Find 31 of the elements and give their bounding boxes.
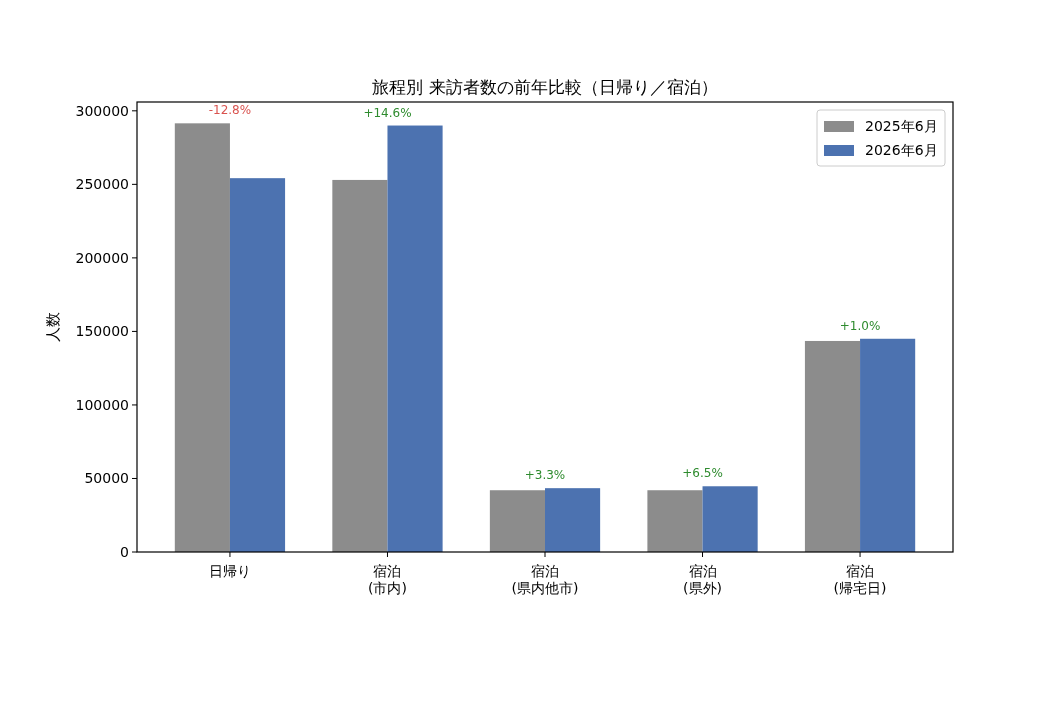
x-tick-label: 宿泊 (帰宅日) <box>833 563 887 596</box>
y-tick-label: 300000 <box>75 102 129 119</box>
annotation: -12.8% <box>208 103 252 118</box>
y-tick-label: 100000 <box>75 396 129 413</box>
bar <box>860 338 916 552</box>
x-tick-label: 宿泊 (市内) <box>368 563 407 596</box>
x-tick-label: 日帰り <box>208 563 251 579</box>
annotation: +14.6% <box>363 105 412 120</box>
x-tick-label: 宿泊 (県内他市) <box>511 563 579 596</box>
bar <box>545 488 601 552</box>
y-tick-label: 150000 <box>75 323 129 340</box>
legend-label: 2026年6月 <box>865 142 938 158</box>
annotation: +3.3% <box>524 468 566 483</box>
bar <box>174 123 230 552</box>
annotation: +6.5% <box>682 466 723 481</box>
bar <box>804 340 861 552</box>
bar <box>702 486 758 552</box>
bar <box>489 490 545 552</box>
bar <box>229 178 286 552</box>
annotation: +1.0% <box>839 318 881 333</box>
y-tick-label: 0 <box>120 544 129 560</box>
y-tick-label: 200000 <box>75 249 129 266</box>
y-axis-title: 人数 <box>44 312 62 342</box>
legend-label: 2025年6月 <box>865 118 938 134</box>
bar <box>332 179 388 552</box>
x-tick-label: 宿泊 (県外) <box>683 563 722 596</box>
y-tick-label: 250000 <box>75 176 129 193</box>
y-tick-label: 50000 <box>84 470 129 487</box>
chart-title: 旅程別 来訪者数の前年比較（日帰り／宿泊） <box>372 77 718 97</box>
bar <box>387 125 443 552</box>
bar <box>647 490 703 552</box>
